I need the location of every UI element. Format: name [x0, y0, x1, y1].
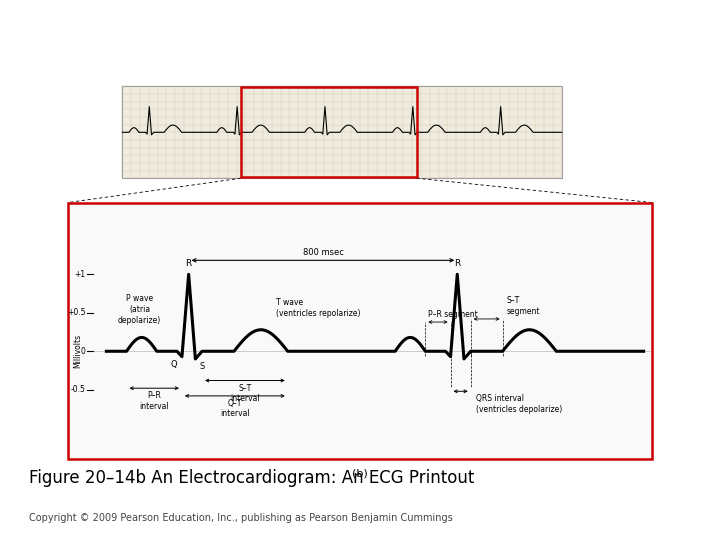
- Text: (b): (b): [352, 468, 368, 478]
- Text: The Conducting System: The Conducting System: [119, 19, 601, 53]
- Text: 800 msec: 800 msec: [302, 248, 343, 258]
- Text: Q: Q: [171, 360, 177, 369]
- Bar: [241, 87, 417, 177]
- Bar: [122, 86, 562, 178]
- Text: +0.5: +0.5: [67, 308, 86, 318]
- Text: P–R
interval: P–R interval: [140, 391, 169, 410]
- Text: S–T
interval: S–T interval: [230, 383, 260, 403]
- Text: Copyright © 2009 Pearson Education, Inc., publishing as Pearson Benjamin Cumming: Copyright © 2009 Pearson Education, Inc.…: [29, 514, 453, 523]
- Text: P–R segment: P–R segment: [428, 310, 477, 319]
- Text: T wave
(ventricles repolarize): T wave (ventricles repolarize): [276, 298, 360, 318]
- Text: QRS interval
(ventricles depolarize): QRS interval (ventricles depolarize): [476, 394, 562, 414]
- Text: -0.5: -0.5: [71, 385, 86, 394]
- Text: 0: 0: [81, 347, 86, 356]
- Text: Millivolts: Millivolts: [73, 334, 82, 368]
- Bar: [68, 202, 652, 459]
- Text: P wave
(atria
depolarize): P wave (atria depolarize): [118, 294, 161, 326]
- Text: Q–T
interval: Q–T interval: [220, 399, 250, 418]
- Text: S: S: [199, 362, 204, 371]
- Text: Figure 20–14b An Electrocardiogram: An ECG Printout: Figure 20–14b An Electrocardiogram: An E…: [29, 469, 474, 487]
- Text: +1: +1: [74, 270, 86, 279]
- Text: R: R: [186, 259, 192, 268]
- Text: S–T
segment: S–T segment: [507, 296, 540, 316]
- Text: R: R: [454, 259, 460, 268]
